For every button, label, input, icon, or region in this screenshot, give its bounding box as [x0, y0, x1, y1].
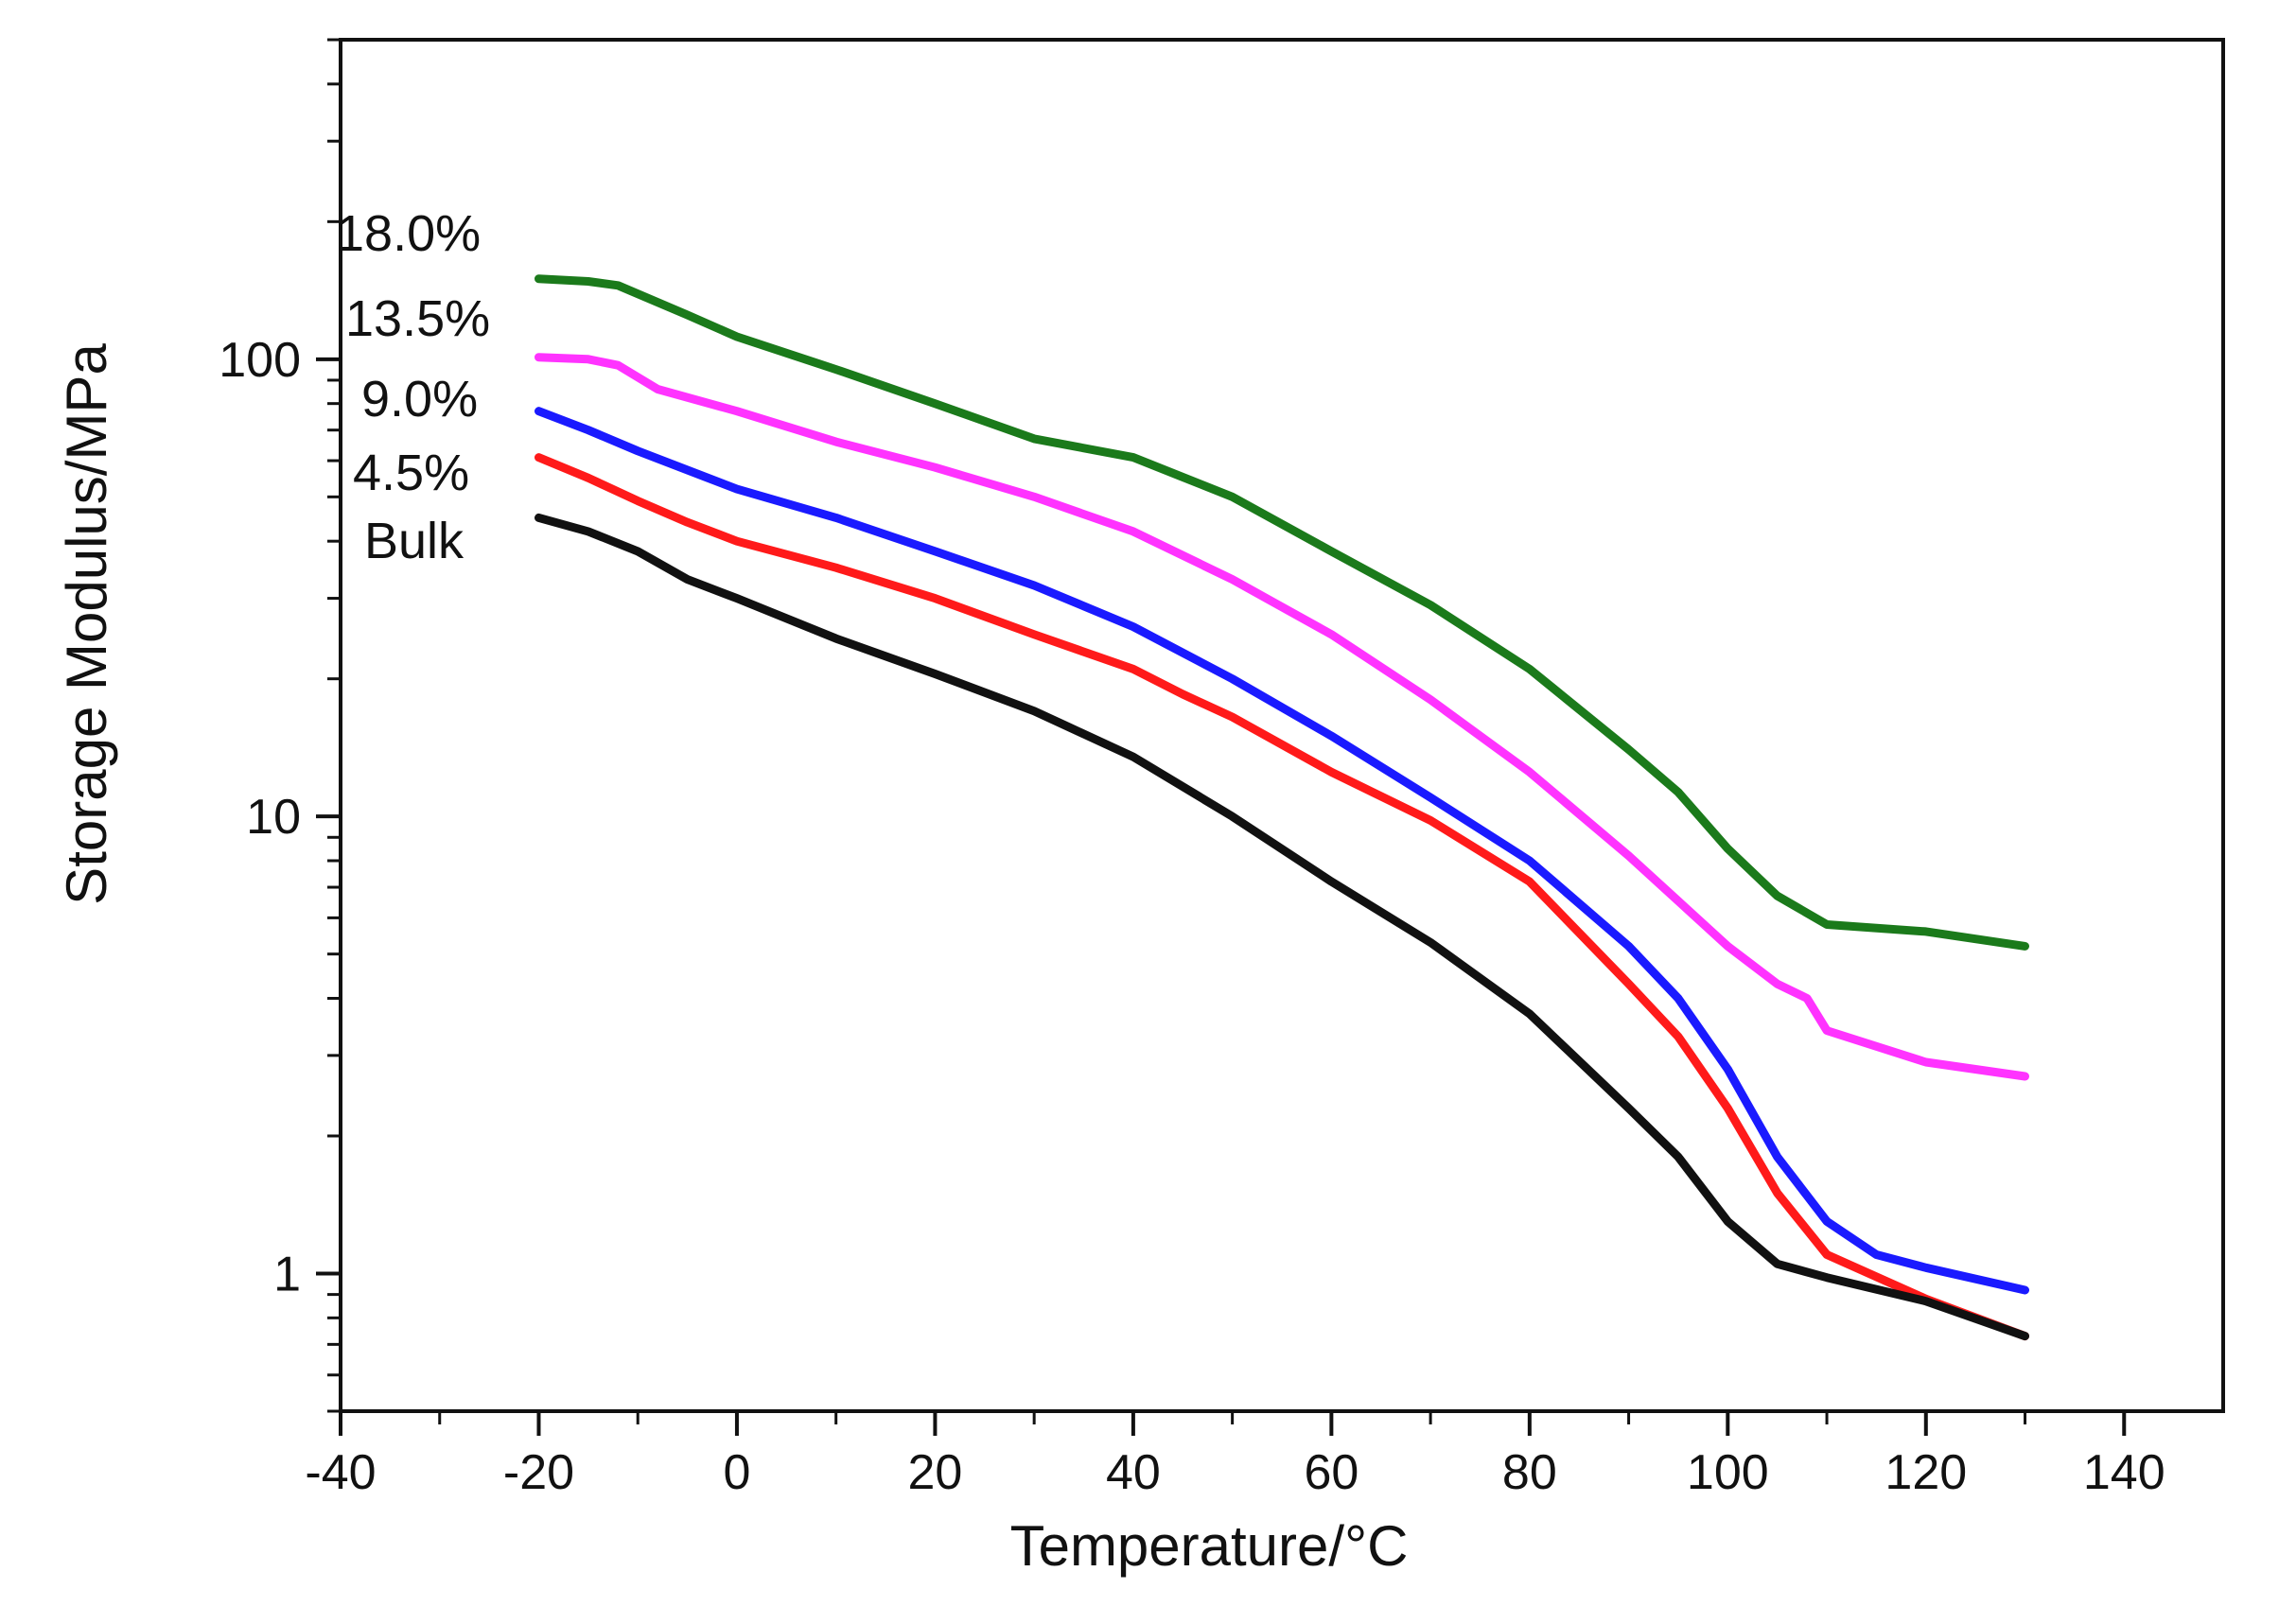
x-axis-title-text: Temperature/ — [1010, 1514, 1345, 1578]
plot-frame — [339, 38, 2225, 1413]
annotation-4-5: 4.5% — [353, 445, 469, 501]
x-tick-label: 80 — [1502, 1445, 1557, 1500]
series-line-13-5 — [535, 353, 2029, 1081]
axes-layer: -40 -20 0 20 40 60 80 100 120 140 1 10 100 — [219, 38, 2225, 1500]
y-axis-title: Storage Modulus/MPa — [55, 343, 118, 905]
series-line-4-5 — [535, 453, 2029, 1341]
x-tick-label: 120 — [1885, 1445, 1967, 1500]
x-tick-label: 140 — [2083, 1445, 2165, 1500]
x-tick-label: 60 — [1304, 1445, 1359, 1500]
series-layer — [535, 274, 2029, 1341]
annotation-9-0: 9.0% — [361, 371, 478, 428]
series-line-9-0 — [535, 407, 2029, 1295]
x-tick-label: -40 — [305, 1445, 376, 1500]
y-tick-label: 1 — [273, 1248, 301, 1302]
y-tick-label: 100 — [219, 333, 301, 388]
x-tick-label: 40 — [1106, 1445, 1161, 1500]
annotation-18-0: 18.0% — [336, 205, 481, 262]
annotation-13-5: 13.5% — [345, 290, 490, 347]
x-tick-label: 100 — [1687, 1445, 1769, 1500]
annotation-bulk: Bulk — [364, 513, 465, 569]
x-tick-label: -20 — [503, 1445, 574, 1500]
series-line-18-0 — [535, 274, 2029, 951]
x-tick-label: 0 — [723, 1445, 750, 1500]
series-line-bulk — [535, 513, 2029, 1341]
x-axis-title-unit: °C — [1344, 1514, 1408, 1578]
x-tick-label: 20 — [907, 1445, 962, 1500]
y-tick-label: 10 — [246, 790, 301, 845]
labels-layer: 18.0% 13.5% 9.0% 4.5% Bulk Temperature/°… — [55, 205, 1408, 1578]
x-axis-title: Temperature/°C — [1010, 1514, 1409, 1578]
